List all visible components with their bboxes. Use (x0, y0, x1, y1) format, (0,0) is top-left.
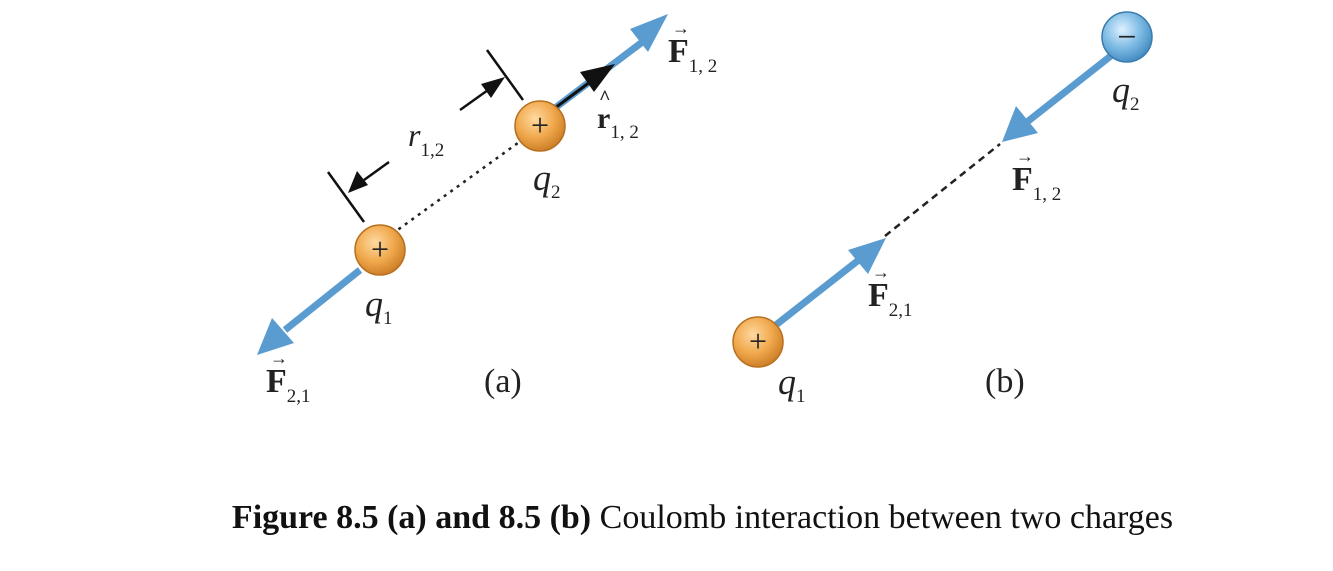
charge-label-q1-a: q1 (365, 284, 393, 329)
force-arrow-f12-b (1002, 52, 1115, 142)
force-arrow-accent-f12-b: → (1016, 146, 1034, 166)
force-arrow-accent-f21-a: → (270, 348, 288, 368)
unit-vector-arrow-a (554, 64, 615, 110)
unit-vector-hat-a: ^ (599, 87, 611, 109)
charge-label-q2-a: q2 (533, 158, 561, 203)
dashed-line-b (884, 143, 1001, 237)
force-label-f21-b: F2,1 (868, 277, 913, 321)
force-label-f12-b: F1, 2 (1012, 161, 1061, 205)
force-label-f21-a: F2,1 (266, 363, 311, 407)
panel-label-a: (a) (484, 363, 522, 400)
panel-label-b: (b) (985, 363, 1025, 400)
negative-charge-q2-b: − (1101, 11, 1153, 63)
panel-b: − + q2 F1, 2 → F2,1 → q1 (b) (732, 11, 1153, 407)
unit-vector-label-a: r1, 2 (597, 102, 639, 143)
charge-sign-q1-a: + (371, 231, 389, 267)
figure-caption: Figure 8.5 (a) and 8.5 (b) Coulomb inter… (0, 499, 1333, 537)
charge-label-q2-b: q2 (1112, 70, 1140, 115)
positive-charge-q2-a: + (514, 100, 566, 152)
panel-a: + + F1, 2 → r1, 2 ^ r1,2 q2 q1 F2,1 → (a… (257, 14, 717, 407)
charge-label-q1-b: q1 (778, 362, 806, 407)
force-arrow-f21-b (769, 238, 886, 331)
charge-sign-q1-b: + (749, 323, 767, 359)
charge-sign-q2-a: + (531, 107, 549, 143)
caption-bold: Figure 8.5 (a) and 8.5 (b) (231, 499, 592, 536)
force-arrow-accent-f12-a: → (672, 18, 690, 38)
force-arrow-f21-a (257, 267, 363, 355)
distance-label-a: r1,2 (408, 117, 444, 161)
distance-marker-a (326, 49, 525, 223)
force-label-f12-a: F1, 2 (668, 33, 717, 77)
dotted-separation-line-a (391, 138, 523, 236)
caption-text: Coulomb interaction between two charges (591, 499, 1174, 536)
charge-sign-q2-b: − (1117, 19, 1136, 56)
positive-charge-q1-a: + (354, 224, 406, 276)
force-arrow-accent-f21-b: → (872, 262, 890, 282)
positive-charge-q1-b: + (732, 316, 784, 368)
